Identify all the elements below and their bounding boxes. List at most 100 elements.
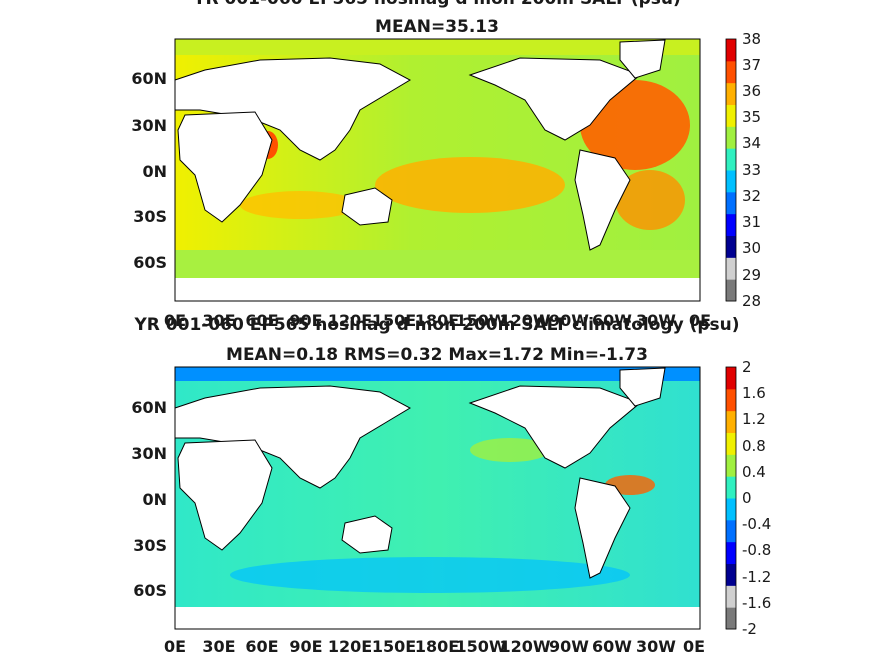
- colorbar-segment: [726, 126, 736, 149]
- x-tick-label: 150E: [372, 311, 416, 330]
- indian-ocean-saline-top: [240, 191, 360, 219]
- colorbar-segment: [726, 367, 736, 390]
- y-tick-label: 30S: [133, 207, 167, 226]
- continents-top: [174, 39, 666, 251]
- title-line1-bottom: YR 001-060 EP565 nosinag d mon 200m SALT…: [133, 315, 739, 335]
- colorbar-tick-label: -0.4: [742, 515, 771, 533]
- title-line2-bottom: MEAN=0.18 RMS=0.32 Max=1.72 Min=-1.73: [226, 345, 648, 365]
- colorbar-tick-label: 35: [742, 108, 761, 126]
- colorbar-segment: [726, 498, 736, 521]
- south-america-top: [574, 149, 631, 251]
- continents-bottom: [174, 367, 666, 579]
- antarctic-mask-bottom: [175, 607, 700, 629]
- y-tick-label: 30N: [131, 116, 167, 135]
- australia-bottom: [341, 515, 393, 554]
- x-tick-label: 150W: [455, 311, 506, 330]
- colorbar-segment: [726, 541, 736, 564]
- title-line2-top: MEAN=35.13: [375, 17, 499, 37]
- south-pacific-saline-top: [375, 157, 565, 213]
- x-tick-label: 90E: [289, 637, 322, 656]
- colorbar-segment: [726, 519, 736, 543]
- map-frame-bottom: [174, 366, 701, 630]
- south-america-bottom: [574, 477, 631, 579]
- map-top: [174, 38, 701, 302]
- colorbar-segment: [726, 191, 736, 215]
- southern-ocean-band-top: [175, 250, 700, 278]
- y-tick-label: 30S: [133, 536, 167, 555]
- colorbar-tick-label: 2: [742, 358, 752, 376]
- colorbar-segment: [726, 60, 736, 84]
- africa-top: [177, 111, 273, 223]
- colorbar-frame: [725, 38, 737, 302]
- colorbar-tick-label: 31: [742, 213, 761, 231]
- y-tick-label: 60S: [133, 253, 167, 272]
- x-tick-label: 120E: [328, 311, 372, 330]
- colorbar-segment: [726, 213, 736, 236]
- x-tick-label: 90W: [549, 637, 589, 656]
- colorbar-bottom: [725, 366, 737, 630]
- greenland-top: [619, 39, 666, 79]
- colorbar-segment: [726, 104, 736, 127]
- colorbar-tick-label: 36: [742, 82, 761, 100]
- colorbar-tick-label: 0.8: [742, 437, 766, 455]
- x-ticks-bottom: 0E 30E 60E 90E 120E 150E 180E 150W 120W …: [164, 637, 705, 656]
- x-tick-label: 120E: [328, 637, 372, 656]
- colorbar-tick-label: -1.2: [742, 568, 771, 586]
- colorbar-segment: [726, 476, 736, 499]
- x-tick-label: 0E: [683, 637, 705, 656]
- colorbar-segment: [726, 563, 736, 586]
- panel-top: YR 001-060 EP565 nosinag d mon 200m SALT…: [131, 0, 761, 330]
- x-tick-label: 0E: [164, 311, 186, 330]
- colorbar-segment: [726, 607, 736, 630]
- colorbar-tick-label: 30: [742, 239, 761, 257]
- africa-bottom: [177, 439, 273, 551]
- colorbar-tick-label: -1.6: [742, 594, 771, 612]
- colorbar-tick-label: -0.8: [742, 541, 771, 559]
- antarctic-mask-top: [175, 278, 700, 301]
- y-tick-label: 0N: [142, 490, 167, 509]
- colorbar-segment: [726, 257, 736, 280]
- y-tick-label: 60N: [131, 69, 167, 88]
- x-tick-label: 0E: [689, 311, 711, 330]
- x-tick-label: 90E: [289, 311, 322, 330]
- arctic-band-bottom: [175, 367, 700, 381]
- colorbar-segment: [726, 454, 736, 477]
- colorbar-tick-label: 29: [742, 266, 761, 284]
- x-tick-label: 150W: [455, 637, 506, 656]
- y-ticks-top: 60N 30N 0N 30S 60S: [131, 69, 167, 272]
- y-tick-label: 30N: [131, 444, 167, 463]
- colorbar-segment: [726, 279, 736, 302]
- colorbar-frame: [725, 366, 737, 630]
- x-tick-label: 180E: [415, 637, 459, 656]
- x-tick-label: 60W: [592, 637, 632, 656]
- colorbar-segment: [726, 410, 736, 433]
- colorbar-segment: [726, 170, 736, 193]
- x-tick-label: 60E: [245, 311, 278, 330]
- greenland-bottom: [619, 367, 666, 407]
- colorbar-segment: [726, 39, 736, 62]
- map-frame-top: [174, 38, 701, 302]
- colorbar-tick-label: 37: [742, 56, 761, 74]
- colorbar-tick-label: 0.4: [742, 463, 766, 481]
- title-line1-top: YR 001-060 EP565 nosinag d mon 200m SALT…: [192, 0, 681, 9]
- x-tick-label: 90W: [549, 311, 589, 330]
- colorbar-labels-top: 38 37 36 35 34 33 32 31 30 29 28: [742, 30, 761, 310]
- x-tick-label: 30W: [636, 637, 676, 656]
- north-america-top: [468, 57, 641, 141]
- x-tick-label: 30W: [636, 311, 676, 330]
- x-tick-label: 60E: [245, 637, 278, 656]
- colorbar-segment: [726, 235, 736, 258]
- colorbar-segment: [726, 82, 736, 105]
- y-ticks-bottom: 60N 30N 0N 30S 60S: [131, 398, 167, 600]
- x-tick-label: 120W: [499, 637, 550, 656]
- x-tick-label: 30E: [202, 637, 235, 656]
- panel-bottom: YR 001-060 EP565 nosinag d mon 200m SALT…: [131, 315, 771, 656]
- x-tick-label: 60W: [592, 311, 632, 330]
- y-tick-label: 60N: [131, 398, 167, 417]
- colorbar-tick-label: 0: [742, 489, 752, 507]
- colorbar-segment: [726, 432, 736, 455]
- colorbar-labels-bottom: 2 1.6 1.2 0.8 0.4 0 -0.4 -0.8 -1.2 -1.6 …: [742, 358, 771, 638]
- colorbar-tick-label: 1.6: [742, 384, 766, 402]
- colorbar-tick-label: 32: [742, 187, 761, 205]
